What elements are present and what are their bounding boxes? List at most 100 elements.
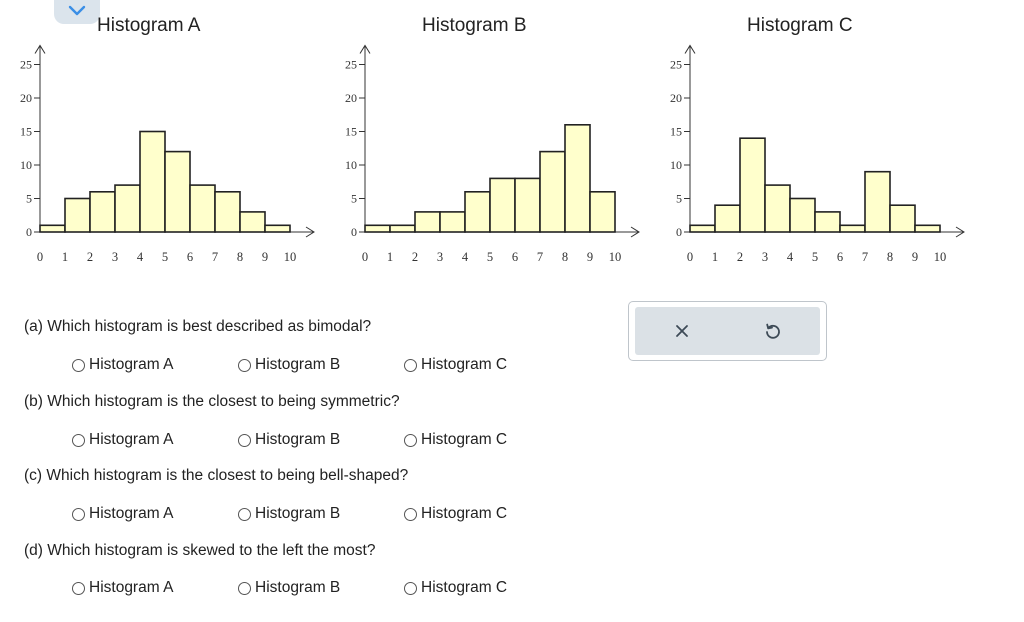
histogram-bar (439, 211, 466, 233)
y-axis-arrow (359, 44, 371, 54)
option-label: Histogram B (255, 431, 341, 448)
option-a-histogram-b[interactable]: Histogram B (238, 356, 340, 374)
radio-button[interactable] (72, 358, 85, 372)
option-label: Histogram B (255, 505, 341, 522)
y-tick-label: 0 (676, 225, 682, 239)
option-label: Histogram C (421, 579, 508, 596)
collapse-tab[interactable] (54, 0, 100, 24)
chevron-down-icon (68, 5, 86, 16)
y-tick-label: 5 (676, 192, 682, 206)
question-a-text: (a) Which histogram is best described as… (24, 318, 372, 335)
x-tick-label: 6 (187, 250, 193, 264)
x-tick-label: 9 (587, 250, 593, 264)
x-tick-label: 9 (912, 250, 918, 264)
y-tick-label: 15 (345, 125, 357, 139)
histogram-bar (464, 191, 491, 233)
radio-button[interactable] (72, 581, 85, 595)
histogram-bar (489, 177, 516, 233)
option-c-histogram-b[interactable]: Histogram B (238, 505, 340, 523)
x-tick-label: 5 (162, 250, 168, 264)
histogram-bar (89, 191, 116, 233)
x-tick-label: 8 (887, 250, 893, 264)
histogram-bar (839, 224, 866, 233)
histogram-bar (364, 224, 391, 233)
option-a-histogram-c[interactable]: Histogram C (404, 356, 507, 374)
chart-title: Histogram B (422, 15, 527, 36)
histogram-bar (389, 224, 416, 233)
x-tick-label: 3 (112, 250, 118, 264)
histogram-bar (164, 150, 191, 233)
option-a-histogram-a[interactable]: Histogram A (72, 356, 173, 374)
radio-button[interactable] (72, 507, 85, 521)
histogram-bar (814, 211, 841, 233)
histogram-bar (239, 211, 266, 233)
option-c-histogram-a[interactable]: Histogram A (72, 505, 173, 523)
y-tick-label: 15 (20, 125, 32, 139)
histogram-bar (789, 197, 816, 233)
option-label: Histogram C (421, 431, 508, 448)
x-axis-arrow (630, 226, 640, 238)
option-b-histogram-a[interactable]: Histogram A (72, 431, 173, 449)
reset-button[interactable] (743, 307, 803, 355)
option-d-histogram-a[interactable]: Histogram A (72, 579, 173, 597)
histogram-bar (739, 137, 766, 233)
x-axis-arrow (305, 226, 315, 238)
x-tick-label: 10 (284, 250, 297, 264)
y-tick-label: 15 (670, 125, 682, 139)
option-b-histogram-c[interactable]: Histogram C (404, 431, 507, 449)
option-d-histogram-c[interactable]: Histogram C (404, 579, 507, 597)
radio-button[interactable] (404, 433, 417, 447)
y-axis-arrow (684, 44, 696, 54)
x-tick-label: 6 (837, 250, 843, 264)
y-tick-label: 10 (670, 158, 682, 172)
option-d-histogram-b[interactable]: Histogram B (238, 579, 340, 597)
histogram-bar (214, 191, 241, 233)
y-tick-label: 20 (670, 91, 682, 105)
question-b-text: (b) Which histogram is the closest to be… (24, 393, 400, 410)
close-icon (676, 325, 688, 337)
radio-button[interactable] (238, 358, 251, 372)
radio-button[interactable] (238, 433, 251, 447)
option-c-histogram-c[interactable]: Histogram C (404, 505, 507, 523)
option-label: Histogram C (421, 356, 508, 373)
histogram-a-chart: Histogram A 0 5 10 15 20 25 0 1 2 3 4 5 6 7 8 9 10 (0, 0, 315, 270)
y-tick-label: 25 (345, 58, 357, 72)
x-tick-label: 0 (37, 250, 43, 264)
x-tick-label: 5 (487, 250, 493, 264)
x-tick-label: 9 (262, 250, 268, 264)
histogram-bar (864, 170, 891, 233)
action-toolbar (635, 307, 820, 355)
option-label: Histogram B (255, 579, 341, 596)
x-tick-label: 2 (412, 250, 418, 264)
x-tick-label: 1 (387, 250, 393, 264)
radio-button[interactable] (404, 507, 417, 521)
histogram-bar (264, 224, 291, 233)
histogram-bar (564, 124, 591, 233)
x-tick-label: 8 (562, 250, 568, 264)
y-tick-label: 20 (20, 91, 32, 105)
y-tick-label: 10 (20, 158, 32, 172)
x-tick-label: 10 (609, 250, 622, 264)
histogram-c-chart: Histogram C 0 5 10 15 20 25 0 1 2 3 4 5 6 7 8 9 10 (650, 0, 965, 270)
radio-button[interactable] (72, 433, 85, 447)
histogram-bar (764, 184, 791, 233)
histogram-b-plot: 0 5 10 15 20 25 0 1 2 3 4 5 6 7 8 9 10 (345, 44, 640, 264)
histogram-bar (64, 197, 91, 233)
radio-button[interactable] (404, 358, 417, 372)
radio-button[interactable] (404, 581, 417, 595)
radio-button[interactable] (238, 507, 251, 521)
radio-button[interactable] (238, 581, 251, 595)
chart-title: Histogram A (97, 15, 201, 36)
x-tick-label: 2 (737, 250, 743, 264)
x-tick-label: 1 (712, 250, 718, 264)
option-b-histogram-b[interactable]: Histogram B (238, 431, 340, 449)
y-tick-label: 5 (351, 192, 357, 206)
histogram-bar (589, 191, 616, 233)
x-tick-label: 4 (787, 250, 794, 264)
y-tick-label: 10 (345, 158, 357, 172)
y-tick-label: 0 (351, 225, 357, 239)
option-label: Histogram C (421, 505, 508, 522)
clear-button[interactable] (652, 307, 712, 355)
histogram-b-chart: Histogram B 0 5 10 15 20 25 0 1 2 3 4 5 6 7 8 9 10 (325, 0, 640, 270)
x-tick-label: 0 (362, 250, 368, 264)
